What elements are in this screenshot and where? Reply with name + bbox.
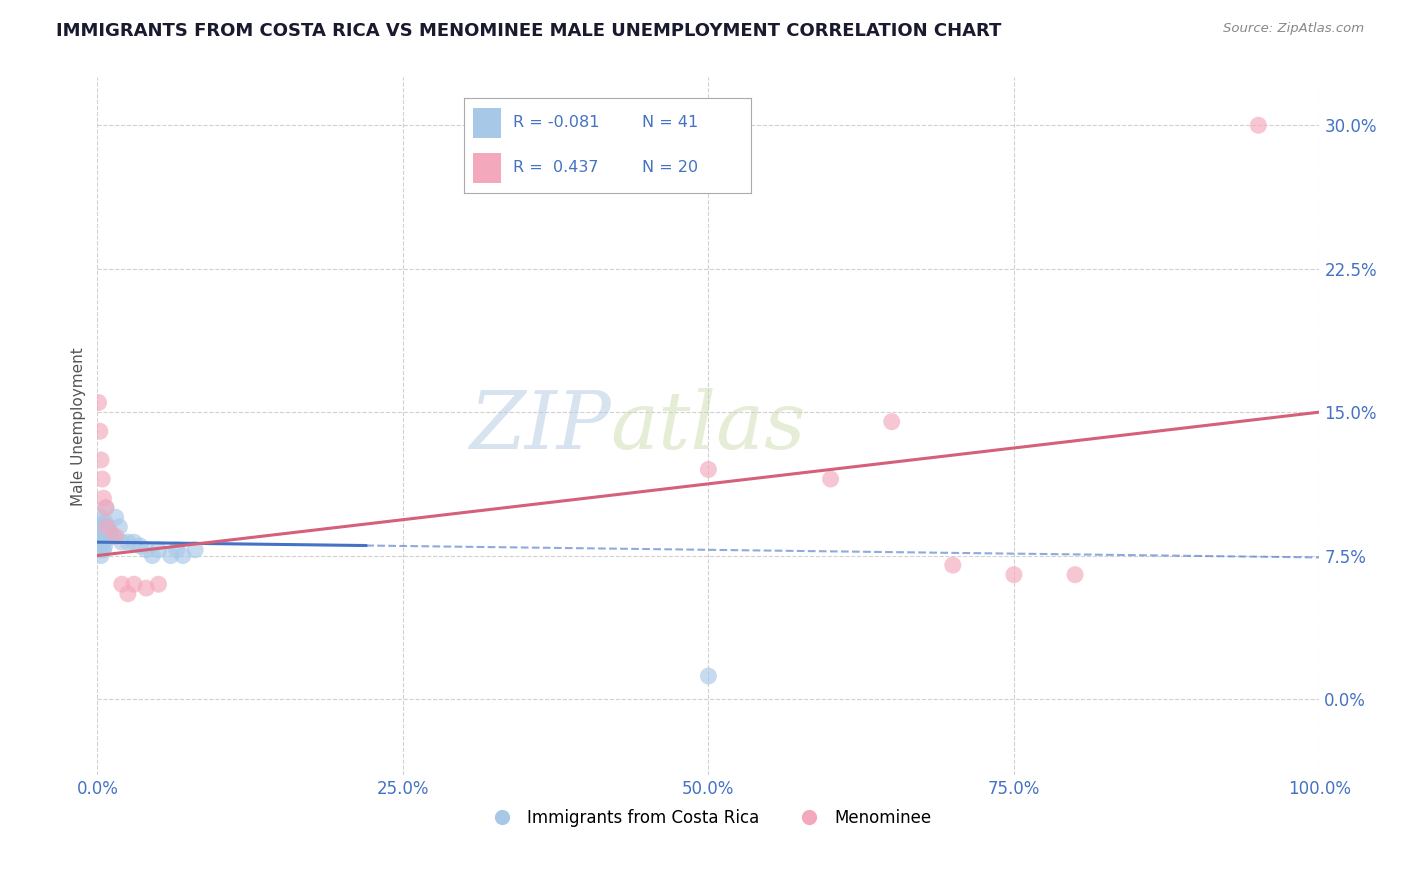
- Point: [89, 533, 111, 548]
- Point: [1247, 118, 1270, 132]
- Text: IMMIGRANTS FROM COSTA RICA VS MENOMINEE MALE UNEMPLOYMENT CORRELATION CHART: IMMIGRANTS FROM COSTA RICA VS MENOMINEE …: [56, 22, 1001, 40]
- Point: [122, 577, 145, 591]
- Point: [87, 395, 110, 409]
- Point: [1002, 567, 1025, 582]
- Text: ZIP: ZIP: [468, 388, 610, 466]
- Point: [93, 524, 115, 538]
- Point: [87, 529, 110, 543]
- Point: [90, 549, 112, 563]
- Text: atlas: atlas: [610, 388, 806, 466]
- Point: [111, 535, 134, 549]
- Point: [91, 472, 114, 486]
- Point: [104, 529, 127, 543]
- Point: [91, 535, 114, 549]
- Point: [148, 577, 170, 591]
- Point: [97, 524, 120, 538]
- Point: [90, 453, 112, 467]
- Point: [91, 520, 114, 534]
- Point: [942, 558, 965, 573]
- Point: [89, 516, 111, 530]
- Point: [91, 529, 114, 543]
- Point: [98, 524, 121, 538]
- Point: [94, 516, 117, 530]
- Point: [96, 520, 118, 534]
- Point: [94, 500, 117, 515]
- Point: [159, 549, 181, 563]
- Point: [697, 669, 720, 683]
- Text: Source: ZipAtlas.com: Source: ZipAtlas.com: [1223, 22, 1364, 36]
- Point: [90, 510, 112, 524]
- Point: [90, 529, 112, 543]
- Legend: Immigrants from Costa Rica, Menominee: Immigrants from Costa Rica, Menominee: [478, 802, 938, 833]
- Point: [104, 510, 127, 524]
- Point: [184, 542, 207, 557]
- Point: [111, 577, 134, 591]
- Point: [94, 500, 117, 515]
- Point: [100, 529, 122, 543]
- Point: [108, 520, 131, 534]
- Point: [90, 520, 112, 534]
- Point: [135, 542, 157, 557]
- Point: [1064, 567, 1087, 582]
- Point: [96, 520, 118, 534]
- Point: [93, 542, 115, 557]
- Point: [90, 539, 112, 553]
- Point: [89, 424, 111, 438]
- Point: [880, 415, 903, 429]
- Point: [89, 524, 111, 538]
- Point: [93, 491, 115, 505]
- Point: [122, 535, 145, 549]
- Point: [697, 462, 720, 476]
- Point: [117, 587, 139, 601]
- Point: [87, 539, 110, 553]
- Point: [172, 549, 194, 563]
- Point: [141, 549, 163, 563]
- Point: [129, 539, 152, 553]
- Point: [93, 529, 115, 543]
- Point: [148, 542, 170, 557]
- Point: [93, 535, 115, 549]
- Point: [820, 472, 842, 486]
- Point: [166, 542, 188, 557]
- Point: [103, 529, 125, 543]
- Point: [93, 539, 115, 553]
- Point: [135, 581, 157, 595]
- Point: [89, 542, 111, 557]
- Point: [87, 520, 110, 534]
- Point: [117, 535, 139, 549]
- Y-axis label: Male Unemployment: Male Unemployment: [72, 347, 86, 506]
